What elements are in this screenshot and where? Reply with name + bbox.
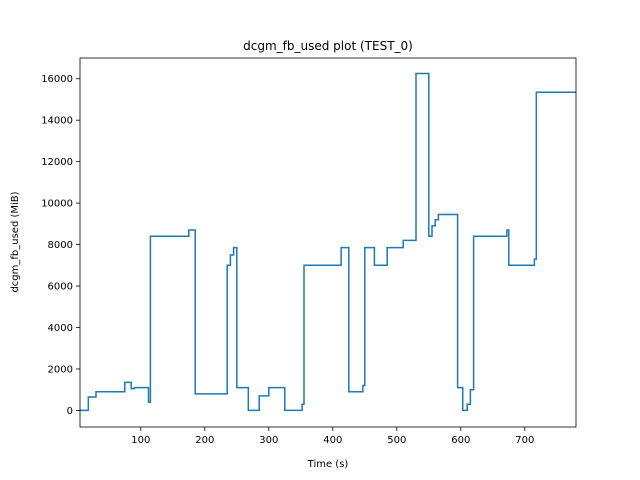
chart-title: dcgm_fb_used plot (TEST_0) xyxy=(243,39,413,53)
x-tick-label: 300 xyxy=(259,435,278,446)
y-tick-label: 8000 xyxy=(48,240,73,251)
x-tick-label: 100 xyxy=(131,435,150,446)
y-tick-label: 0 xyxy=(67,406,73,417)
y-tick-label: 14000 xyxy=(41,116,73,127)
x-axis-label: Time (s) xyxy=(307,459,349,470)
y-axis-label: dcgm_fb_used (MiB) xyxy=(10,191,21,292)
axes-frame xyxy=(79,57,577,428)
x-tick-label: 400 xyxy=(323,435,342,446)
y-tick-label: 12000 xyxy=(41,157,73,168)
y-tick-label: 10000 xyxy=(41,199,73,210)
x-axis: 100 200 300 400 500 600 700 xyxy=(131,427,534,446)
y-tick-label: 16000 xyxy=(41,74,73,85)
x-tick-label: 600 xyxy=(451,435,470,446)
x-tick-label: 700 xyxy=(515,435,534,446)
y-tick-label: 2000 xyxy=(48,364,73,375)
y-axis: 0 2000 4000 6000 8000 10000 12000 14000 16000 xyxy=(41,74,80,417)
x-tick-label: 200 xyxy=(195,435,214,446)
y-tick-label: 4000 xyxy=(48,323,73,334)
series-line-0 xyxy=(80,72,576,412)
x-tick-label: 500 xyxy=(387,435,406,446)
y-tick-label: 6000 xyxy=(48,282,73,293)
plot-area xyxy=(79,57,577,428)
